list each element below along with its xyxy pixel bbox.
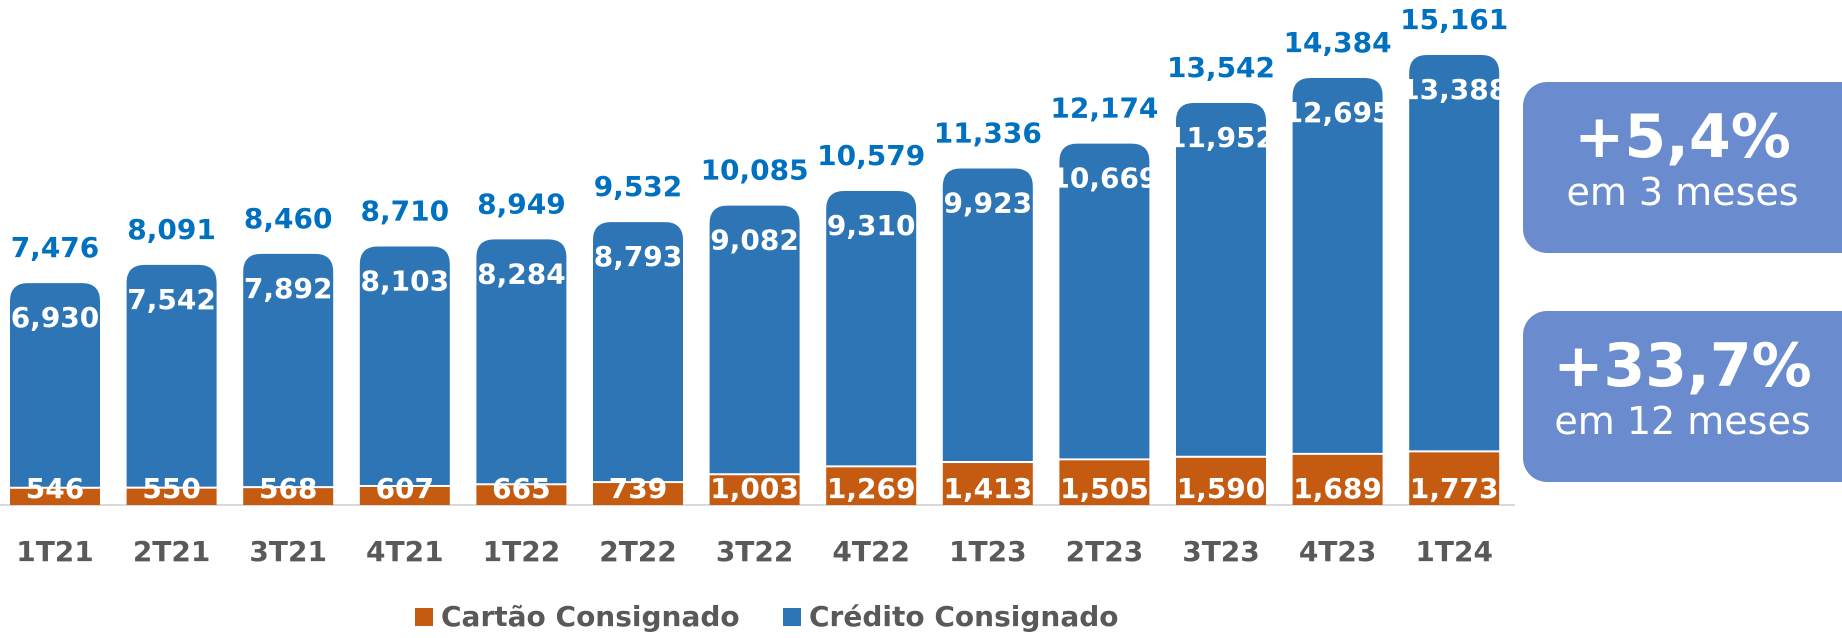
value-label: 1,269 (827, 472, 916, 505)
value-label: 10,669 (1050, 162, 1158, 195)
value-label: 7,892 (244, 272, 333, 305)
bar-cartao (243, 488, 334, 505)
bar-cartao (1292, 454, 1383, 505)
legend-swatch (783, 608, 801, 626)
total-label: 9,532 (594, 170, 683, 203)
total-label: 10,085 (701, 154, 809, 187)
legend-swatch (415, 608, 433, 626)
value-label: 11,952 (1167, 121, 1275, 154)
legend-label: Crédito Consignado (809, 600, 1119, 633)
value-label: 8,284 (477, 257, 566, 290)
annotation-text: em 3 meses (1566, 170, 1799, 214)
bar-cartao (476, 485, 567, 505)
bar-cartao (10, 488, 100, 505)
annotation-value: +5,4% (1574, 102, 1791, 172)
total-label: 13,542 (1167, 51, 1275, 84)
bar-credito (243, 253, 334, 487)
x-tick-label: 3T22 (716, 535, 794, 568)
bar-credito (359, 246, 450, 485)
bar-cartao (826, 467, 917, 505)
bar-credito (942, 168, 1033, 462)
total-label: 8,460 (244, 202, 333, 235)
bar-credito (1409, 55, 1500, 451)
x-tick-label: 1T23 (949, 535, 1027, 568)
bar-cartao (1409, 452, 1500, 505)
bar-credito (126, 264, 217, 487)
bar-cartao (1176, 457, 1266, 505)
annotation-box: +5,4% em 3 meses (1523, 82, 1842, 253)
bar-credito (1176, 103, 1266, 456)
value-label: 665 (492, 472, 550, 505)
value-label: 9,310 (827, 209, 916, 242)
value-label: 607 (376, 472, 434, 505)
x-tick-label: 2T22 (599, 535, 677, 568)
x-tick-label: 3T23 (1182, 535, 1260, 568)
value-label: 568 (259, 472, 317, 505)
value-label: 550 (142, 472, 200, 505)
value-label: 1,689 (1293, 472, 1382, 505)
total-label: 12,174 (1050, 92, 1158, 125)
bar-credito (1292, 78, 1383, 453)
total-label: 15,161 (1400, 3, 1508, 36)
x-tick-label: 4T22 (832, 535, 910, 568)
x-tick-label: 3T21 (249, 535, 327, 568)
bar-credito (709, 205, 800, 474)
bar-cartao (359, 486, 450, 505)
value-label: 7,542 (127, 283, 216, 316)
total-label: 8,949 (477, 187, 566, 220)
value-label: 1,773 (1410, 472, 1499, 505)
value-label: 6,930 (11, 301, 100, 334)
value-label: 1,413 (944, 472, 1033, 505)
bar-credito (593, 222, 683, 482)
total-label: 11,336 (934, 117, 1042, 150)
bar-cartao (1059, 460, 1150, 505)
value-label: 1,505 (1060, 472, 1149, 505)
value-label: 1,590 (1177, 472, 1266, 505)
annotation-box: +33,7% em 12 meses (1523, 311, 1842, 482)
x-tick-label: 4T23 (1299, 535, 1377, 568)
total-label: 14,384 (1284, 26, 1392, 59)
bar-credito (10, 283, 100, 487)
value-label: 12,695 (1284, 96, 1392, 129)
bar-cartao (126, 488, 217, 505)
value-label: 13,388 (1400, 73, 1508, 106)
bar-cartao (709, 475, 800, 505)
value-label: 8,793 (594, 240, 683, 273)
total-label: 8,091 (127, 213, 216, 246)
bar-credito (1059, 143, 1150, 459)
x-tick-label: 1T22 (483, 535, 561, 568)
x-tick-label: 2T21 (133, 535, 211, 568)
total-label: 10,579 (817, 139, 925, 172)
x-tick-label: 1T24 (1415, 535, 1493, 568)
bar-credito (476, 239, 567, 484)
value-label: 9,923 (944, 187, 1033, 220)
bar-credito (826, 191, 917, 466)
value-label: 739 (609, 472, 667, 505)
x-tick-label: 2T23 (1066, 535, 1144, 568)
x-tick-label: 4T21 (366, 535, 444, 568)
total-label: 7,476 (11, 231, 100, 264)
bar-cartao (593, 483, 683, 505)
value-label: 1,003 (710, 472, 799, 505)
legend-label: Cartão Consignado (441, 600, 740, 633)
total-label: 8,710 (361, 194, 450, 227)
bar-cartao (942, 463, 1033, 505)
value-label: 9,082 (710, 224, 799, 257)
annotation-value: +33,7% (1553, 331, 1812, 401)
x-tick-label: 1T21 (16, 535, 94, 568)
value-label: 8,103 (361, 264, 450, 297)
value-label: 546 (26, 472, 84, 505)
annotation-text: em 12 meses (1554, 399, 1811, 443)
